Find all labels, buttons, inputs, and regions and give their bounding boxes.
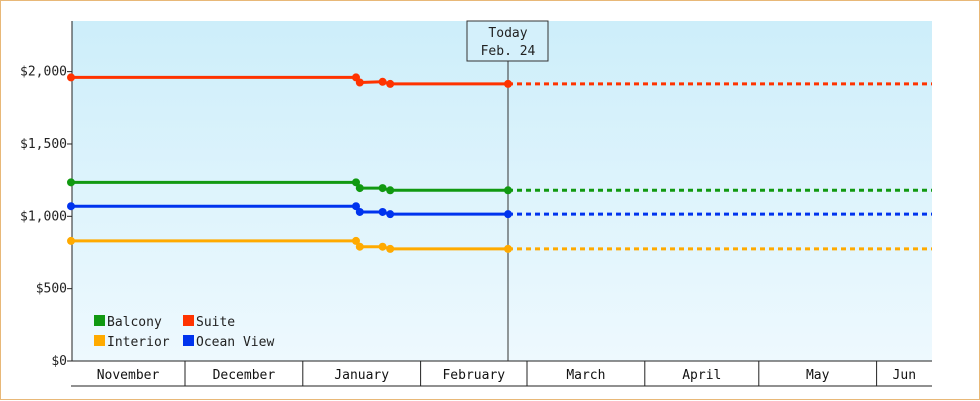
series-line-suite	[71, 75, 508, 86]
data-point-balcony	[67, 178, 75, 187]
legend: Balcony Suite Interior Ocean View	[94, 315, 274, 350]
legend-swatch	[94, 315, 105, 326]
series-line-ocean-view	[71, 204, 508, 216]
today-box	[466, 20, 549, 62]
y-axis: $0 $500 $1,000 $1,500 $2,000	[20, 21, 73, 369]
x-month-label: March	[566, 368, 605, 383]
y-tick-label: $1,000	[20, 209, 67, 224]
data-point-ocean-view	[67, 202, 75, 211]
legend-label: Interior	[107, 335, 170, 350]
today-label: Today	[488, 26, 527, 41]
x-month-label: December	[213, 368, 276, 383]
data-point-interior	[352, 236, 360, 245]
data-point-interior	[378, 242, 387, 251]
data-point-balcony	[355, 184, 364, 193]
y-tick-label: $2,000	[20, 65, 67, 80]
x-axis: November December January February March Apri…	[71, 360, 932, 387]
legend-swatch	[94, 335, 105, 346]
data-point-ocean-view	[355, 207, 364, 216]
data-point-suite	[355, 78, 364, 87]
legend-swatch	[183, 335, 194, 346]
data-point-suite	[386, 79, 395, 88]
x-month-label: November	[97, 368, 160, 383]
series-group	[67, 73, 932, 253]
legend-label: Ocean View	[196, 335, 274, 350]
series-line-balcony	[71, 180, 508, 192]
data-point-interior	[67, 236, 75, 245]
legend-label: Suite	[196, 315, 235, 330]
y-tick-label: $0	[51, 354, 67, 369]
data-point-interior	[355, 242, 364, 251]
data-point-balcony	[378, 184, 387, 193]
data-point-suite	[378, 77, 387, 86]
data-point-ocean-view	[378, 207, 387, 216]
data-point-balcony	[504, 186, 512, 195]
data-point-balcony	[386, 186, 395, 195]
data-point-balcony	[352, 178, 360, 187]
data-point-ocean-view	[386, 210, 395, 219]
data-point-suite	[67, 73, 75, 82]
data-point-suite	[504, 79, 512, 88]
x-month-label: April	[682, 368, 721, 383]
data-point-interior	[386, 244, 395, 253]
today-marker: Today Feb. 24	[466, 20, 549, 361]
legend-label: Balcony	[107, 315, 162, 330]
x-month-label: February	[442, 368, 505, 383]
data-point-interior	[504, 244, 512, 253]
data-point-ocean-view	[352, 202, 360, 211]
x-month-label: May	[806, 368, 830, 383]
legend-swatch	[183, 315, 194, 326]
data-point-ocean-view	[504, 210, 512, 219]
y-tick-label: $1,500	[20, 137, 67, 152]
x-month-label: January	[334, 368, 389, 383]
series-line-interior	[71, 239, 508, 251]
y-tick-label: $500	[36, 282, 67, 297]
x-month-label: Jun	[893, 368, 916, 383]
today-date: Feb. 24	[481, 44, 536, 59]
